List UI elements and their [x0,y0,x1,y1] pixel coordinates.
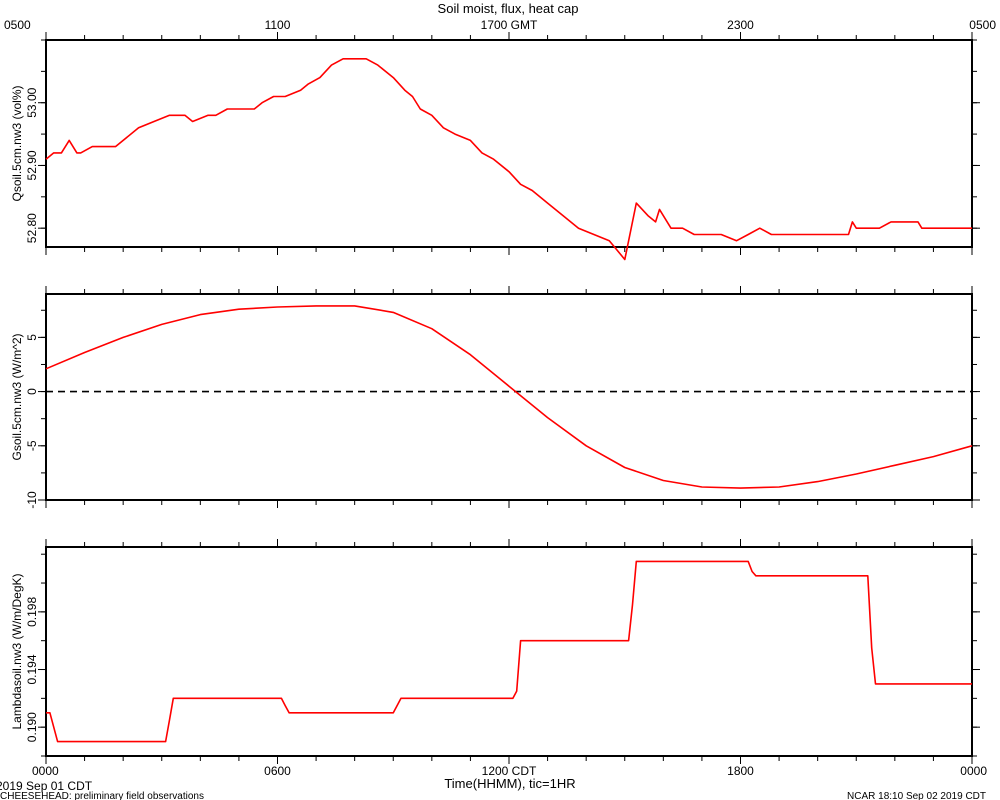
bottom-axis-tick-label: 1200 CDT [482,764,537,778]
y-tick-label: -5 [25,440,39,451]
y-axis-label: Lambdasoil.nw3 (W/m/DegK) [10,573,24,729]
y-axis-label: Gsoil.5cm.nw3 (W/m^2) [10,334,24,461]
footer-left: CHEESEHEAD: preliminary field observatio… [0,791,204,800]
y-tick-label: 52.90 [25,150,39,180]
top-axis-tick-label: 0500 [4,18,31,32]
top-axis-tick-label: 2300 [727,18,754,32]
y-tick-label: -10 [25,491,39,509]
y-tick-label: 0.194 [25,654,39,684]
series-line [45,57,972,261]
footer-right: NCAR 18:10 Sep 02 2019 CDT [847,791,986,800]
y-tick-label: 53.00 [25,87,39,117]
bottom-axis-tick-label: 0000 [32,764,59,778]
y-tick-label: 0.190 [25,712,39,742]
y-axis-label: Qsoil.5cm.nw3 (vol%) [10,85,24,201]
y-tick-label: 52.80 [25,213,39,243]
y-tick-label: 5 [25,334,39,341]
start-date-label: 2019 Sep 01 CDT [0,779,93,793]
series-line [45,305,973,489]
bottom-axis-tick-label: 0000 [960,764,987,778]
y-tick-label: 0.198 [25,597,39,627]
panel-frame [45,39,973,248]
figure-title: Soil moist, flux, heat cap [438,1,579,16]
top-axis-tick-label: 0500 [969,18,996,32]
panel-frame [45,293,973,501]
x-axis-label: Time(HHMM), tic=1HR [444,776,575,791]
bottom-axis-tick-label: 0600 [264,764,291,778]
bottom-axis-tick-label: 1800 [727,764,754,778]
series-line [46,560,972,743]
top-axis-tick-label: 1100 [265,18,291,32]
panel-frame [45,546,973,757]
y-tick-label: 0 [25,388,39,395]
top-axis-tick-label: 1700 GMT [481,18,538,32]
